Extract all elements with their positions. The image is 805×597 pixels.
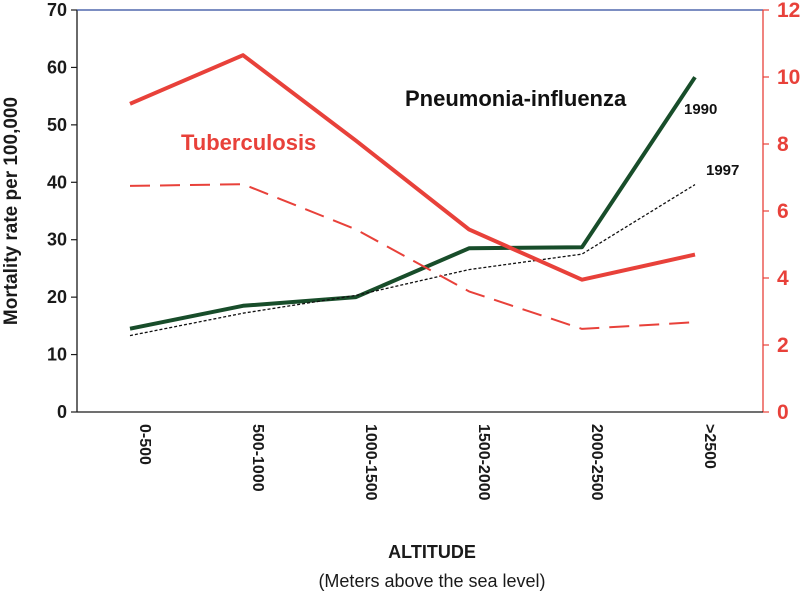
year-1997-annotation: 1997	[706, 162, 739, 179]
x-category-label: 1500-2000	[475, 424, 492, 501]
left-tick-label: 10	[47, 345, 67, 365]
x-category-label: 500-1000	[249, 424, 266, 492]
left-tick-label: 70	[47, 0, 67, 20]
right-tick-label: 12	[777, 0, 800, 22]
y-axis-label: Mortality rate per 100,000	[1, 97, 22, 325]
left-tick-label: 50	[47, 115, 67, 135]
tuberculosis-annotation: Tuberculosis	[181, 130, 316, 155]
right-tick-label: 0	[777, 401, 789, 424]
series-line-tuberculosis-1997	[129, 183, 696, 330]
left-tick-label: 30	[47, 230, 67, 250]
x-category-label: 2000-2500	[588, 424, 605, 501]
series-line-pneumonia-influenza-1990	[129, 76, 697, 331]
right-tick-label: 10	[777, 66, 800, 89]
series-line-pneumonia-influenza-1997	[129, 184, 696, 337]
pneumonia-annotation: Pneumonia-influenza	[405, 86, 627, 111]
x-axis-label: ALTITUDE	[388, 542, 476, 562]
left-tick-label: 60	[47, 57, 67, 77]
right-tick-label: 2	[777, 334, 789, 357]
right-tick-label: 6	[777, 200, 789, 223]
left-tick-label: 40	[47, 172, 67, 192]
right-tick-label: 4	[777, 267, 789, 290]
series-line-tuberculosis-1990	[129, 53, 696, 282]
x-category-label: 0-500	[136, 424, 153, 465]
right-tick-label: 8	[777, 133, 789, 156]
x-category-label: >2500	[701, 424, 718, 469]
x-axis-sublabel: (Meters above the sea level)	[318, 571, 545, 591]
left-tick-label: 0	[57, 402, 67, 422]
x-category-label: 1000-1500	[362, 424, 379, 501]
left-tick-label: 20	[47, 287, 67, 307]
year-1990-annotation: 1990	[684, 101, 717, 118]
